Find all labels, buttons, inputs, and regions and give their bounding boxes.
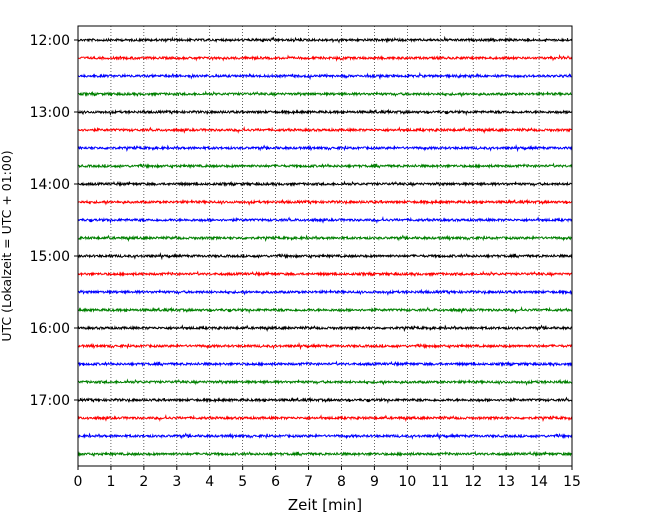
trace-1615 bbox=[77, 341, 573, 351]
x-tick-label: 1 bbox=[106, 474, 115, 490]
x-tick-label: 4 bbox=[205, 474, 214, 490]
x-tick-label: 11 bbox=[431, 474, 449, 490]
x-tick-label: 14 bbox=[530, 474, 548, 490]
trace-1700 bbox=[77, 396, 573, 404]
x-tick-label: 10 bbox=[398, 474, 416, 490]
y-tick-label: 15:00 bbox=[30, 249, 70, 265]
y-tick-label: 17:00 bbox=[30, 393, 70, 409]
trace-1400 bbox=[77, 180, 573, 188]
trace-1245 bbox=[77, 90, 573, 98]
x-tick-label: 15 bbox=[563, 474, 581, 490]
trace-1430 bbox=[77, 215, 573, 224]
y-axis-label: UTC (Lokalzeit = UTC + 01:00) bbox=[0, 150, 14, 341]
x-tick-label: 3 bbox=[172, 474, 181, 490]
x-axis-label: Zeit [min] bbox=[288, 496, 362, 514]
y-tick-label: 14:00 bbox=[30, 177, 70, 193]
trace-1200 bbox=[77, 35, 573, 44]
x-tick-label: 7 bbox=[304, 474, 313, 490]
trace-1415 bbox=[77, 198, 573, 206]
x-tick-label: 8 bbox=[337, 474, 346, 490]
trace-1215 bbox=[77, 53, 573, 62]
plot-area-background bbox=[78, 26, 572, 466]
trace-1515 bbox=[77, 270, 573, 278]
y-tick-label: 12:00 bbox=[30, 33, 70, 49]
x-axis-ticks: 0 1 2 3 4 5 6 7 8 9 10 11 12 13 14 15 bbox=[74, 466, 581, 490]
trace-1300 bbox=[77, 108, 573, 116]
trace-1230 bbox=[77, 71, 573, 81]
trace-1545 bbox=[77, 305, 573, 314]
trace-1330 bbox=[77, 143, 573, 153]
trace-1315 bbox=[77, 125, 573, 135]
trace-1500 bbox=[77, 251, 573, 261]
x-tick-label: 6 bbox=[271, 474, 280, 490]
trace-1645 bbox=[77, 378, 573, 386]
traces bbox=[77, 35, 573, 458]
trace-1445 bbox=[77, 234, 573, 243]
y-axis-ticks: 12:00 13:00 14:00 15:00 16:00 17:00 bbox=[30, 33, 78, 409]
plot-frame bbox=[77, 25, 573, 467]
x-tick-label: 13 bbox=[497, 474, 515, 490]
trace-1530 bbox=[77, 288, 573, 296]
y-tick-label: 13:00 bbox=[30, 105, 70, 121]
trace-1745 bbox=[77, 450, 573, 458]
trace-1345 bbox=[77, 162, 573, 170]
x-tick-label: 12 bbox=[464, 474, 482, 490]
x-tick-label: 9 bbox=[370, 474, 379, 490]
x-tick-label: 5 bbox=[238, 474, 247, 490]
trace-1730 bbox=[77, 431, 573, 441]
trace-1715 bbox=[77, 413, 573, 423]
trace-1630 bbox=[77, 360, 573, 368]
x-tick-label: 2 bbox=[139, 474, 148, 490]
x-tick-label: 0 bbox=[74, 474, 83, 490]
trace-1600 bbox=[77, 324, 573, 333]
y-tick-label: 16:00 bbox=[30, 321, 70, 337]
